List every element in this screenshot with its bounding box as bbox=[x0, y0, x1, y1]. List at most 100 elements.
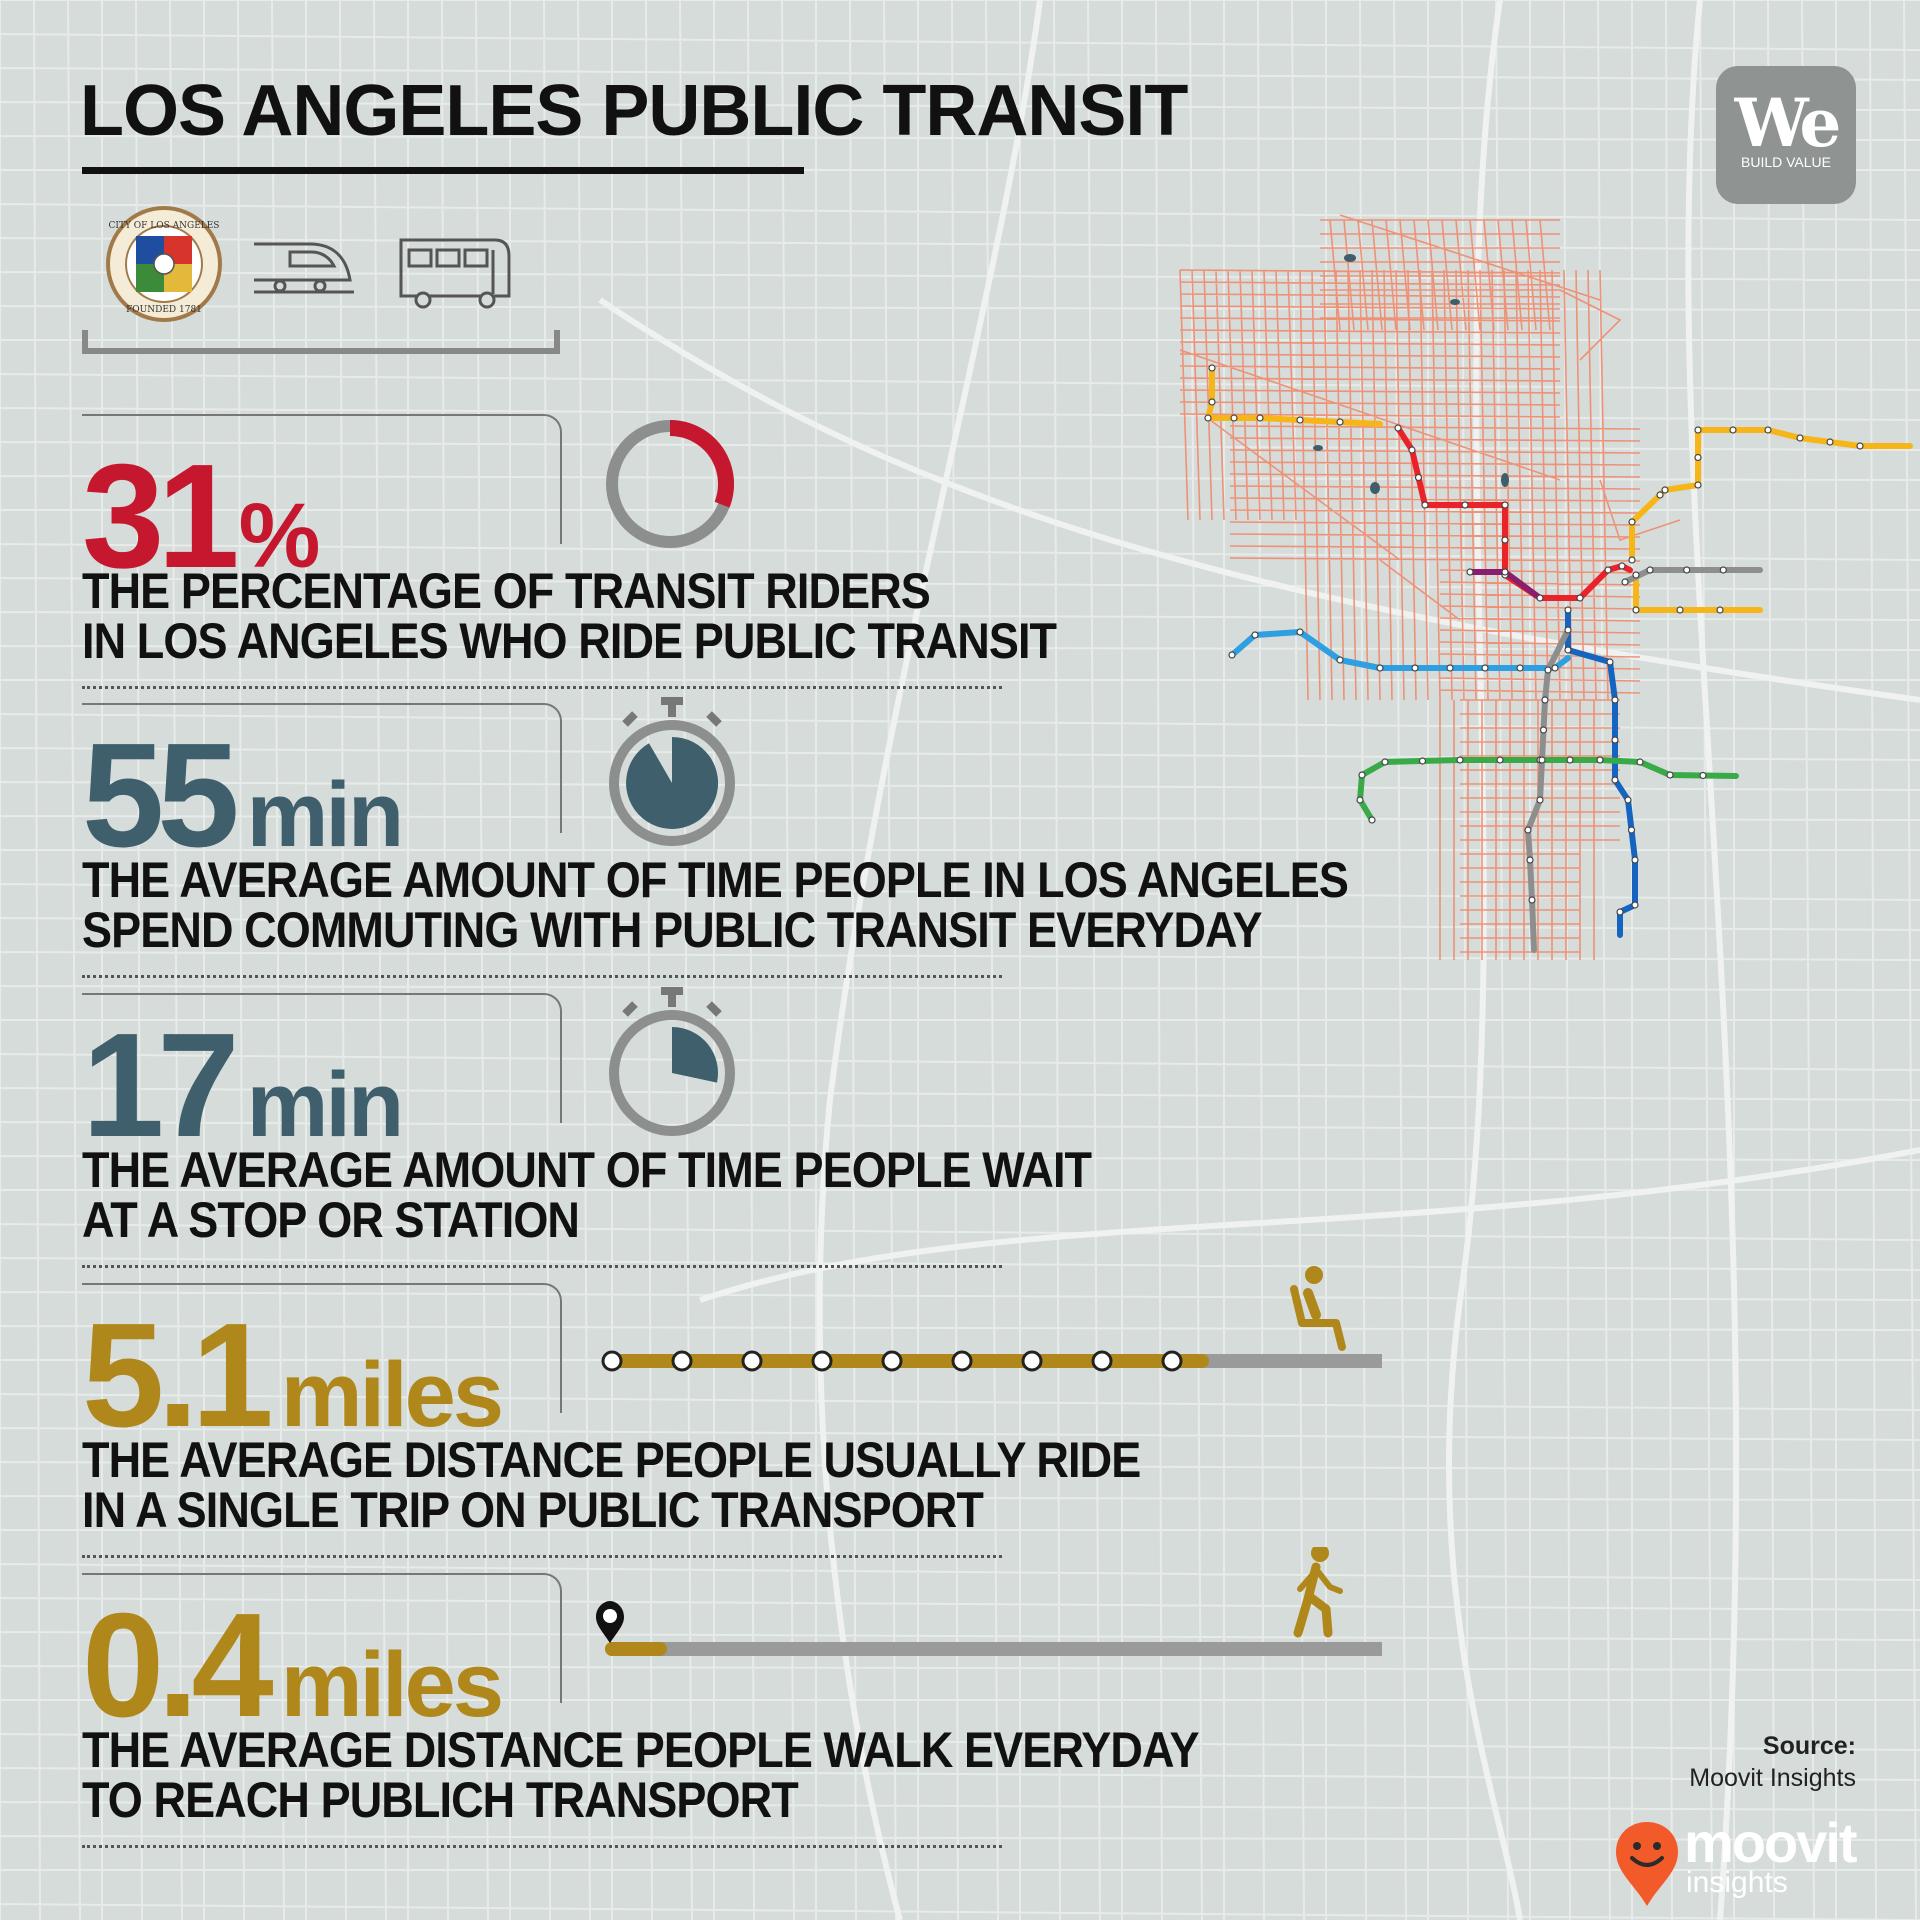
stat-value: 17 min bbox=[82, 1001, 405, 1171]
station-dot bbox=[1541, 696, 1549, 704]
page-title: LOS ANGELES PUBLIC TRANSIT bbox=[80, 71, 1188, 151]
stat-divider bbox=[82, 1845, 1002, 1848]
station-dot bbox=[1796, 434, 1804, 442]
station-dot bbox=[1408, 446, 1416, 454]
station-dot bbox=[1616, 908, 1624, 916]
stat-value: 0.4 miles bbox=[82, 1581, 504, 1751]
stat-number: 55 bbox=[82, 713, 240, 878]
station-dot bbox=[1538, 756, 1546, 764]
percentage-donut-chart bbox=[606, 420, 735, 548]
station-dot bbox=[1611, 776, 1619, 784]
blue-line bbox=[1565, 607, 1638, 938]
station-dot bbox=[1528, 896, 1536, 904]
title-underline bbox=[82, 167, 804, 174]
stat-number: 0.4 bbox=[82, 1583, 274, 1748]
station-dot bbox=[1524, 826, 1532, 834]
stopwatch-fill bbox=[626, 736, 719, 829]
we-build-value-logo: We BUILD VALUE bbox=[1716, 66, 1856, 204]
station-dot bbox=[1381, 758, 1389, 766]
station-dot bbox=[1208, 364, 1216, 372]
bus-routes bbox=[1179, 214, 1681, 960]
logo-tagline: BUILD VALUE bbox=[1741, 154, 1831, 170]
svg-text:CITY OF LOS ANGELES: CITY OF LOS ANGELES bbox=[109, 221, 220, 231]
station-dot bbox=[1631, 856, 1639, 864]
station-dot bbox=[1356, 796, 1364, 804]
station-dot bbox=[1576, 594, 1584, 602]
stat-divider bbox=[82, 1265, 1002, 1268]
stat-unit: % bbox=[238, 485, 321, 587]
moovit-pin-icon bbox=[1616, 1822, 1678, 1906]
station-dot bbox=[1496, 756, 1504, 764]
stat-frame bbox=[82, 993, 562, 1123]
map-lakes bbox=[1313, 254, 1509, 494]
station-dot bbox=[1446, 664, 1454, 672]
stopwatch-icon bbox=[609, 987, 735, 1136]
moovit-name: moovit bbox=[1684, 1811, 1858, 1874]
station-dot bbox=[1606, 658, 1614, 666]
station-dot bbox=[1481, 664, 1489, 672]
station-dot bbox=[1358, 771, 1366, 779]
train-icon bbox=[254, 242, 354, 294]
stat-divider bbox=[82, 1555, 1002, 1558]
donut-fill bbox=[670, 420, 735, 508]
station-dot bbox=[1729, 426, 1737, 434]
station-dot bbox=[1544, 666, 1552, 674]
moovit-sub: insights bbox=[1686, 1866, 1788, 1899]
station-dot bbox=[1466, 568, 1474, 576]
station-dot bbox=[1636, 758, 1644, 766]
station-dot bbox=[1536, 796, 1544, 804]
station-dot bbox=[1646, 566, 1654, 574]
moovit-insights-logo: moovit insights bbox=[1612, 1811, 1858, 1913]
station-dot bbox=[1368, 816, 1376, 824]
stat-unit: min bbox=[246, 764, 405, 866]
station-dot bbox=[1414, 473, 1423, 482]
stat-frame bbox=[82, 1573, 562, 1703]
stat-description: THE AVERAGE AMOUNT OF TIME PEOPLE IN LOS… bbox=[82, 852, 1349, 958]
station-dot bbox=[1501, 568, 1509, 576]
station-dot bbox=[1632, 571, 1640, 579]
stat-value: 31% bbox=[82, 432, 321, 602]
stat-description: THE PERCENTAGE OF TRANSIT RIDERS IN LOS … bbox=[82, 563, 1057, 669]
source-name: Moovit Insights bbox=[1689, 1764, 1856, 1792]
stat-number: 17 bbox=[82, 1003, 240, 1168]
stat-description: THE AVERAGE DISTANCE PEOPLE USUALLY RIDE… bbox=[82, 1432, 1141, 1538]
station-dot bbox=[1596, 756, 1604, 764]
stat-unit: min bbox=[246, 1054, 405, 1156]
station-dot bbox=[1632, 606, 1640, 614]
station-dot bbox=[1456, 756, 1464, 764]
stat-value: 55 min bbox=[82, 711, 405, 881]
stat-frame bbox=[82, 1283, 562, 1413]
station-dot bbox=[1526, 856, 1534, 864]
station-dot bbox=[1621, 578, 1629, 586]
stat-divider bbox=[82, 975, 1002, 978]
ride-stop-dots bbox=[601, 1350, 1183, 1372]
station-dot bbox=[1336, 418, 1344, 426]
ride-distance-graphic bbox=[601, 1266, 1382, 1372]
stat-frame bbox=[82, 414, 562, 544]
station-dot bbox=[1618, 562, 1626, 570]
station-dot bbox=[1208, 398, 1216, 406]
station-dot bbox=[1564, 626, 1572, 634]
station-dot bbox=[1661, 486, 1669, 494]
station-dot bbox=[1256, 414, 1264, 422]
stat-number: 5.1 bbox=[82, 1293, 274, 1458]
station-dot bbox=[1604, 566, 1612, 574]
stat-value: 5.1 miles bbox=[82, 1291, 504, 1461]
stat-divider bbox=[82, 686, 1002, 689]
station-dot bbox=[1418, 757, 1427, 765]
bus-route-network bbox=[1179, 214, 1681, 960]
stopwatch-fill bbox=[672, 1027, 719, 1083]
station-dot bbox=[1501, 536, 1509, 544]
station-dot bbox=[1628, 556, 1636, 564]
green-line bbox=[1357, 757, 1739, 823]
stopwatch-icon bbox=[609, 697, 735, 846]
logo-word: We bbox=[1734, 84, 1842, 162]
svg-text:FOUNDED 1781: FOUNDED 1781 bbox=[126, 305, 202, 315]
city-seal: CITY OF LOS ANGELES FOUNDED 1781 bbox=[106, 206, 222, 322]
bus-icon bbox=[399, 238, 511, 309]
station-dot bbox=[1764, 426, 1772, 434]
station-dot bbox=[1230, 414, 1238, 422]
location-pin-icon bbox=[596, 1601, 624, 1643]
station-dot bbox=[1251, 631, 1259, 639]
